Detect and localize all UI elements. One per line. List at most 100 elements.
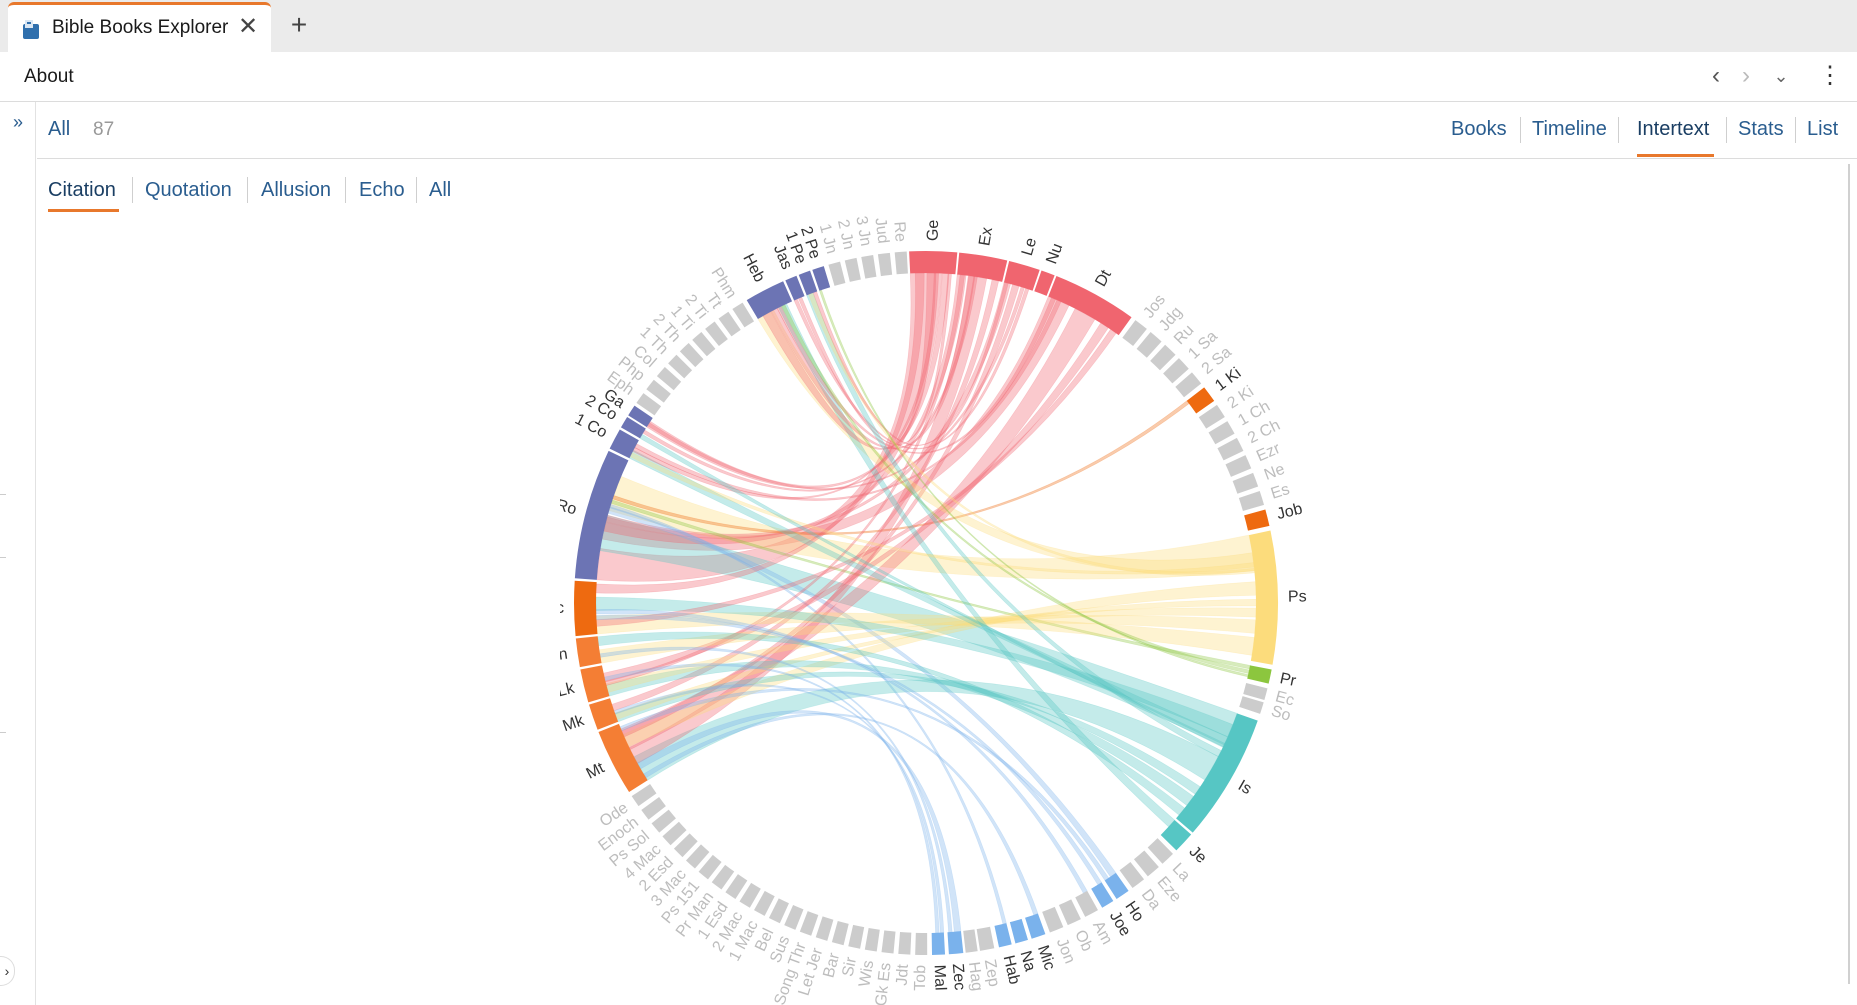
ribbon-1Co-Ge[interactable] — [632, 272, 939, 500]
segment-ezr[interactable] — [1225, 455, 1252, 477]
segment-dt[interactable] — [1048, 276, 1132, 336]
segment-enoch[interactable] — [641, 797, 666, 820]
segment-hab[interactable] — [994, 923, 1012, 948]
segment-1-ti[interactable] — [692, 331, 716, 357]
segment-2-ki[interactable] — [1198, 404, 1225, 429]
subtab-echo[interactable]: Echo — [359, 179, 405, 201]
segment-je[interactable] — [1160, 820, 1192, 851]
segment-2-mac[interactable] — [739, 882, 761, 908]
tab-stats[interactable]: Stats — [1738, 118, 1784, 140]
segment-zec[interactable] — [947, 931, 964, 955]
segment-tob[interactable] — [915, 932, 928, 955]
segment-eph[interactable] — [636, 393, 662, 416]
filter-all-link[interactable]: All — [48, 118, 71, 140]
tab-bible-books-explorer[interactable]: Bible Books Explorer ✕ — [8, 2, 271, 52]
segment-jud[interactable] — [877, 252, 893, 277]
tab-list[interactable]: List — [1807, 118, 1839, 140]
segment-col[interactable] — [656, 366, 682, 391]
segment-job[interactable] — [1244, 509, 1270, 531]
add-tab-icon[interactable]: + — [290, 9, 308, 40]
segment-wis[interactable] — [864, 927, 880, 952]
ribbon-Ro-Ex[interactable] — [603, 274, 967, 545]
ribbon-Lk-Is[interactable] — [606, 660, 1194, 806]
segment-php[interactable] — [646, 379, 671, 403]
segment-2-sa[interactable] — [1175, 372, 1202, 398]
segment-mal[interactable] — [931, 932, 946, 955]
chevron-down-icon[interactable]: ⌄ — [1773, 66, 1789, 86]
segment-let-jer[interactable] — [815, 916, 834, 941]
ribbon-Ac-Is[interactable] — [595, 596, 1234, 738]
segment-ps[interactable] — [1248, 530, 1278, 665]
segment-song-thr[interactable] — [799, 911, 819, 936]
segment-mt[interactable] — [598, 723, 648, 793]
segment-ne[interactable] — [1232, 472, 1259, 494]
segment-eze[interactable] — [1133, 850, 1159, 877]
segment-jdg[interactable] — [1136, 331, 1162, 358]
segment-mk[interactable] — [588, 698, 619, 730]
ribbon-Ac-Ge[interactable] — [595, 272, 925, 594]
segment-sus[interactable] — [784, 905, 804, 930]
ribbon-Jas-Le[interactable] — [793, 287, 1030, 450]
segment-3-jn[interactable] — [861, 254, 877, 279]
segment-jas[interactable] — [785, 275, 805, 301]
segment-1-pe[interactable] — [798, 270, 818, 296]
ribbon-Ro-Ho[interactable] — [608, 506, 1117, 878]
segment-zep[interactable] — [976, 926, 995, 951]
segment-jn[interactable] — [575, 636, 602, 668]
segment-1-sa[interactable] — [1163, 358, 1189, 384]
segment-ec[interactable] — [1243, 683, 1268, 701]
segment-4-mac[interactable] — [662, 821, 687, 846]
segment-re[interactable] — [894, 251, 908, 275]
segment-lk[interactable] — [580, 665, 610, 703]
segment-mic[interactable] — [1025, 913, 1046, 939]
more-options-icon[interactable]: ⋮ — [1818, 62, 1842, 89]
segment-2-jn[interactable] — [844, 257, 861, 282]
segment-jon[interactable] — [1042, 906, 1064, 933]
segment-1-co[interactable] — [609, 429, 639, 459]
expand-sidebar-icon[interactable]: » — [13, 112, 24, 132]
ribbon-Ga-Ge[interactable] — [646, 273, 950, 489]
ribbon-Mt-Mic[interactable] — [643, 712, 1039, 916]
ribbon-Mt-Ho[interactable] — [619, 688, 1110, 881]
segment-1-ch[interactable] — [1208, 421, 1235, 445]
tab-timeline[interactable]: Timeline — [1532, 118, 1607, 140]
segment-pr-man[interactable] — [711, 864, 735, 890]
segment-2-ch[interactable] — [1217, 437, 1244, 461]
segment-1-th[interactable] — [668, 354, 693, 379]
segment-ode[interactable] — [631, 784, 657, 807]
segment-1-esd[interactable] — [725, 874, 748, 899]
ribbon-2Pe-Pr[interactable] — [819, 289, 1249, 678]
ribbon-Ro-Hab[interactable] — [609, 504, 1007, 925]
segment-am[interactable] — [1075, 890, 1098, 917]
segment-2-co[interactable] — [620, 417, 646, 439]
segment-ge[interactable] — [909, 251, 958, 275]
segment-3-mac[interactable] — [685, 844, 710, 869]
segment-bel[interactable] — [768, 898, 789, 924]
segment-heb[interactable] — [746, 281, 793, 320]
ribbon-Ro-Ge[interactable] — [596, 272, 943, 582]
close-icon[interactable]: ✕ — [237, 13, 259, 40]
segment-ps-151[interactable] — [698, 854, 722, 880]
subtab-all[interactable]: All — [429, 179, 452, 201]
segment-sir[interactable] — [848, 924, 865, 949]
segment-jdt[interactable] — [898, 931, 912, 955]
ribbon-Jn-Zec[interactable] — [599, 646, 953, 933]
segment-es[interactable] — [1238, 491, 1265, 511]
segment-1-ki[interactable] — [1186, 387, 1215, 414]
segment-1-mac[interactable] — [754, 890, 775, 916]
ribbon-Heb-Ex[interactable] — [770, 275, 976, 450]
segment-2-esd[interactable] — [673, 833, 698, 858]
ribbon-Mt-Ps[interactable] — [622, 581, 1257, 748]
segment-nu[interactable] — [1034, 270, 1055, 296]
forward-arrow-icon[interactable]: › — [1742, 62, 1750, 89]
segment-ex[interactable] — [957, 252, 1008, 282]
ribbon-1Pe-Ps[interactable] — [808, 292, 1255, 576]
segment-phm[interactable] — [732, 302, 755, 328]
segment-tt[interactable] — [718, 311, 741, 337]
segment-la[interactable] — [1147, 838, 1173, 864]
ribbon-Ac-Am[interactable] — [595, 609, 1088, 894]
segment-so[interactable] — [1239, 696, 1264, 714]
segment-2-th[interactable] — [679, 343, 704, 368]
segment-1-jn[interactable] — [828, 261, 846, 286]
segment-da[interactable] — [1119, 862, 1145, 889]
